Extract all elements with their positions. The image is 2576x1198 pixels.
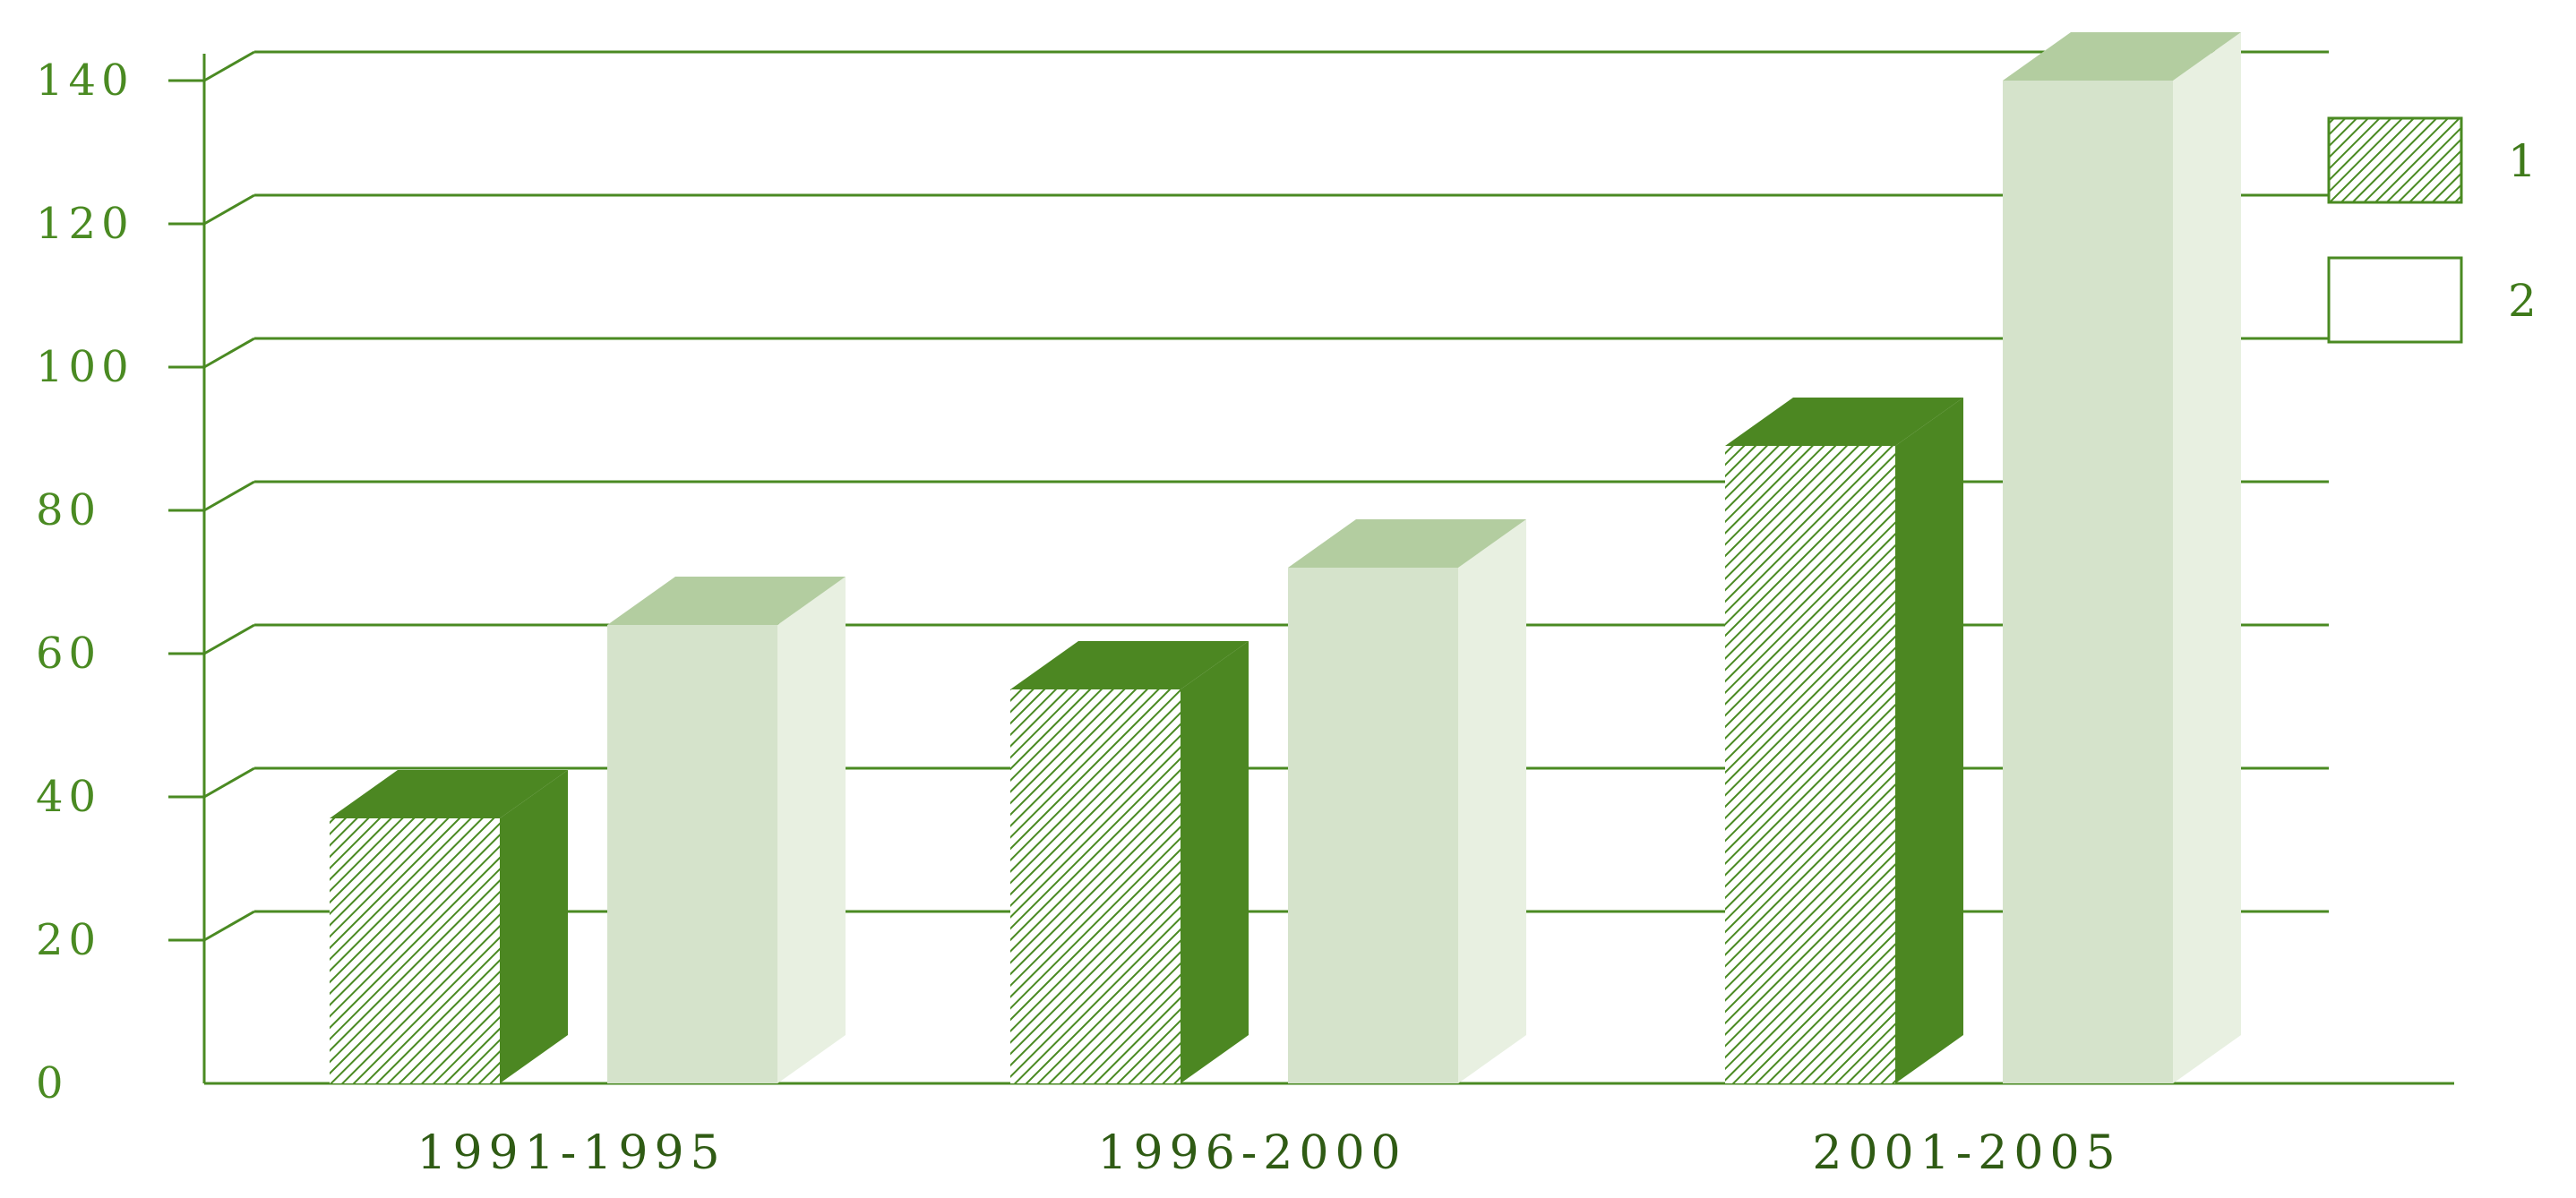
gridline-slant xyxy=(203,623,255,655)
y-tick-label: 140 xyxy=(36,56,134,106)
legend-label-series2: 2 xyxy=(2508,275,2537,327)
x-tick-label: 1991-1995 xyxy=(416,1126,726,1180)
gridline-slant xyxy=(203,337,255,369)
bar-series2-1996-2000 xyxy=(1288,568,1458,1083)
y-tick-label: 0 xyxy=(36,1058,69,1108)
legend-swatch-series2 xyxy=(2327,256,2463,344)
bar-side-series1-1991-1995 xyxy=(500,770,568,1083)
bar-side-series2-2001-2005 xyxy=(2173,32,2241,1083)
gridline-slant xyxy=(203,193,255,226)
bar-series1-1991-1995 xyxy=(330,818,500,1083)
bar-series2-2001-2005 xyxy=(2003,81,2173,1083)
legend: 12 xyxy=(2327,116,2537,344)
bar-top-series2-1991-1995 xyxy=(607,577,846,625)
bar-side-series1-1996-2000 xyxy=(1181,641,1249,1083)
y-tick-label: 80 xyxy=(36,485,101,535)
bar-side-series1-2001-2005 xyxy=(1895,398,1963,1083)
x-tick-label: 2001-2005 xyxy=(1812,1126,2121,1180)
bar-top-series1-1991-1995 xyxy=(330,770,568,818)
bar-series2-1991-1995 xyxy=(607,625,777,1083)
bar-series1-1996-2000 xyxy=(1010,689,1181,1083)
gridline-slant xyxy=(203,766,255,799)
y-tick-label: 40 xyxy=(36,772,101,822)
bar-top-series1-1996-2000 xyxy=(1010,641,1249,689)
bar-side-series2-1991-1995 xyxy=(777,577,846,1083)
y-tick-label: 100 xyxy=(36,342,134,392)
y-tick-label: 20 xyxy=(36,915,101,965)
bar-top-series2-1996-2000 xyxy=(1288,519,1526,568)
bars xyxy=(330,32,2241,1083)
y-tick-label: 120 xyxy=(36,199,134,249)
bar-side-series2-1996-2000 xyxy=(1458,519,1526,1083)
axis-labels: 0 20 40 60 80 100 120 140 1991-1995 1996-2000 2001… xyxy=(36,56,2121,1180)
bar-top-series2-2001-2005 xyxy=(2003,32,2241,81)
bar-top-series1-2001-2005 xyxy=(1725,398,1963,446)
legend-swatch-series1 xyxy=(2327,116,2463,204)
gridline-slant xyxy=(203,910,255,942)
bar-series1-2001-2005 xyxy=(1725,446,1895,1083)
y-tick-label: 60 xyxy=(36,629,101,679)
gridline-slant xyxy=(203,50,255,82)
gridline-slant xyxy=(203,480,255,512)
x-tick-label: 1996-2000 xyxy=(1097,1126,1406,1180)
legend-label-series1: 1 xyxy=(2508,135,2537,187)
